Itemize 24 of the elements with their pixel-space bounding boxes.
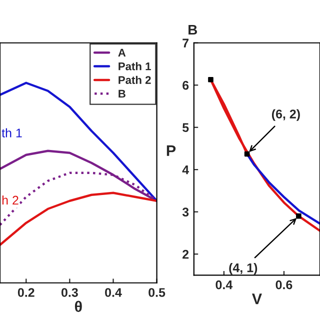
- annotation: (6, 2): [272, 109, 300, 121]
- y-tick-label: 5: [182, 123, 189, 132]
- legend-label: A: [118, 48, 126, 56]
- y-axis-title: P: [166, 145, 176, 156]
- y-tick-label: 4: [182, 166, 189, 174]
- x-tick-label: 0.4: [105, 288, 122, 297]
- legend-label: Path 2: [118, 76, 151, 84]
- annotation: th 1: [2, 128, 22, 138]
- legend-label: Path 1: [118, 62, 151, 70]
- y-tick-label: 7: [182, 38, 189, 48]
- x-tick-label: 0.2: [18, 288, 34, 297]
- y-tick-label: 3: [182, 208, 189, 217]
- x-axis-title: θ: [74, 300, 82, 312]
- x-tick-label: 0.5: [148, 288, 166, 297]
- y-tick-label: 6: [182, 80, 189, 90]
- x-tick-label: 0.3: [61, 288, 78, 297]
- legend-label: B: [118, 90, 126, 98]
- x-axis-title: V: [252, 294, 262, 304]
- x-tick-label: 0.4: [216, 280, 233, 290]
- y-tick-label: 2: [182, 250, 189, 259]
- annotation: (4, 1): [229, 263, 258, 275]
- annotation: h 2: [2, 195, 18, 205]
- x-tick-label: 0.6: [276, 280, 292, 290]
- chart-title: B: [188, 24, 198, 35]
